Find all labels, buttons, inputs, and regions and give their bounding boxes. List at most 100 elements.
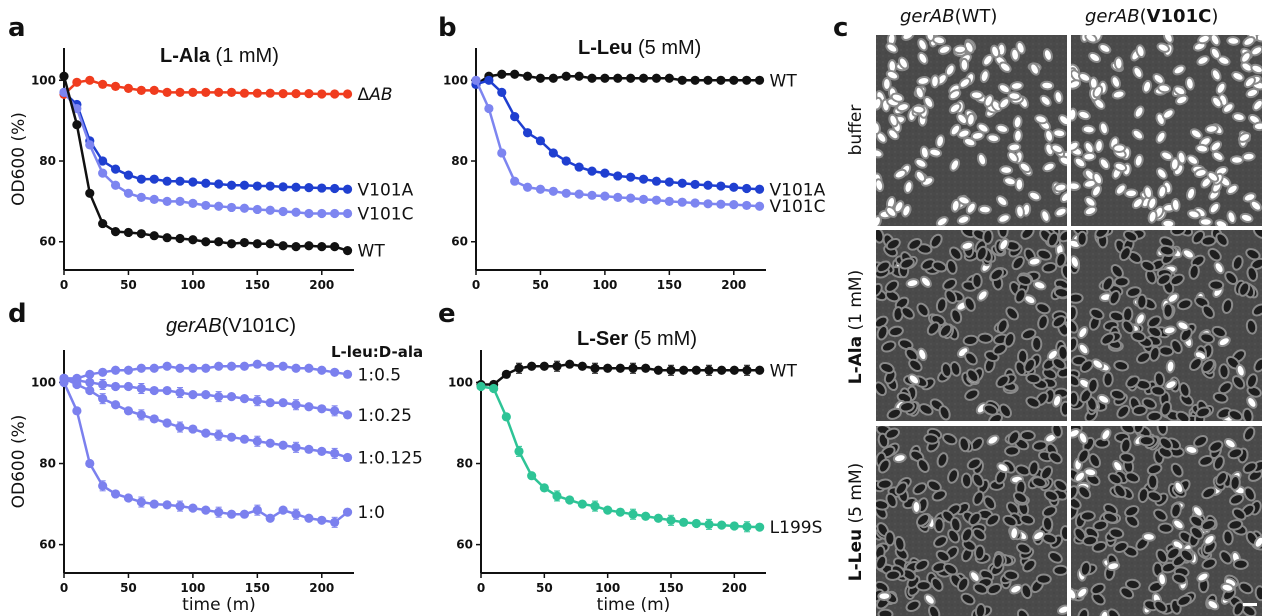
data-point	[717, 520, 727, 530]
germinated-spore	[918, 515, 929, 525]
y-tick-label: 100	[448, 375, 473, 389]
data-point	[239, 88, 250, 98]
dormant-spore	[1174, 520, 1183, 529]
germinated-spore	[970, 513, 980, 525]
germinated-spore	[1124, 231, 1137, 241]
dormant-spore	[1055, 92, 1062, 102]
dormant-spore	[1187, 188, 1195, 199]
data-point	[615, 507, 625, 517]
series-label-1-0-5: 1:0.5	[358, 365, 402, 385]
data-point	[72, 379, 82, 390]
data-point	[214, 507, 224, 517]
dormant-spore	[1164, 35, 1172, 42]
dormant-spore	[887, 197, 895, 208]
germinated-spore	[1229, 449, 1242, 458]
germinated-spore	[1121, 248, 1130, 260]
data-point	[226, 509, 237, 519]
germinated-spore	[1122, 439, 1130, 452]
data-point	[653, 513, 663, 523]
germinated-spore	[1021, 432, 1034, 440]
series-label-wt: WT	[770, 361, 798, 381]
data-point	[214, 361, 224, 371]
dormant-spore	[1071, 81, 1080, 88]
germinated-spore	[1006, 242, 1019, 250]
germinated-spore	[1170, 448, 1183, 456]
data-point	[471, 75, 481, 85]
data-point	[85, 188, 95, 198]
germinated-spore	[878, 326, 887, 339]
germinated-spore	[1253, 305, 1262, 315]
germinated-spore	[1027, 398, 1039, 407]
germinated-spore	[1247, 532, 1257, 544]
data-point	[527, 471, 537, 481]
germinated-spore	[1037, 575, 1050, 583]
dormant-spore	[1145, 187, 1152, 198]
data-point	[201, 363, 211, 373]
dormant-spore	[1115, 163, 1126, 171]
dormant-spore	[1078, 588, 1087, 597]
dormant-spore	[1208, 601, 1218, 609]
germinated-spore	[1124, 308, 1132, 321]
germinated-spore	[1214, 393, 1227, 402]
germinated-spore	[1234, 603, 1243, 615]
germinated-spore	[901, 259, 913, 268]
data-point	[638, 194, 649, 204]
data-point	[626, 193, 636, 203]
germinated-spore	[1081, 512, 1094, 520]
germinated-spore	[952, 518, 960, 531]
data-point	[342, 452, 353, 463]
data-point	[252, 505, 262, 515]
germinated-spore	[1193, 231, 1204, 243]
data-point	[742, 200, 752, 211]
data-point	[291, 207, 301, 217]
data-point	[226, 202, 237, 213]
data-point	[342, 410, 353, 420]
data-point	[330, 241, 340, 252]
germinated-spore	[1148, 492, 1161, 501]
dormant-spore	[1085, 469, 1096, 476]
data-point	[603, 363, 613, 373]
germinated-spore	[1096, 230, 1108, 237]
dormant-spore	[1211, 48, 1220, 58]
germinated-spore	[976, 604, 985, 616]
germinated-spore	[1122, 426, 1134, 433]
germinated-spore	[1127, 516, 1138, 526]
germinated-spore	[1244, 409, 1252, 421]
chart-d: 0 50 100 150 200 60 80 100 OD600 (%) time (m) 1:0.…	[9, 350, 423, 615]
dormant-spore	[1175, 87, 1185, 95]
data-point	[679, 365, 689, 375]
germinated-spore	[933, 563, 946, 571]
germinated-spore	[1247, 320, 1256, 333]
germinated-spore	[907, 601, 919, 611]
dormant-spore	[1071, 257, 1078, 267]
germinated-spore	[1133, 406, 1146, 415]
dormant-spore	[1164, 110, 1173, 118]
dormant-spore	[884, 79, 890, 90]
dormant-spore	[965, 42, 973, 52]
germinated-spore	[1138, 295, 1146, 308]
data-point	[98, 156, 108, 166]
germinated-spore	[1049, 552, 1061, 562]
dormant-spore	[1205, 535, 1214, 544]
data-point	[278, 505, 288, 515]
dormant-spore	[1242, 53, 1250, 62]
germinated-spore	[1071, 294, 1082, 302]
spore-field	[876, 35, 1067, 226]
dormant-spore	[1249, 115, 1259, 124]
germinated-spore	[1223, 300, 1232, 313]
germinated-spore	[1017, 481, 1025, 494]
data-point	[501, 369, 511, 379]
data-point	[522, 182, 533, 192]
germinated-spore	[1004, 516, 1016, 526]
germinated-spore	[1043, 517, 1052, 530]
dormant-spore	[1071, 589, 1076, 599]
dormant-spore	[999, 85, 1009, 93]
dormant-spore	[877, 133, 886, 142]
data-point	[226, 392, 237, 402]
data-point	[497, 69, 507, 79]
germinated-spore	[1071, 487, 1077, 499]
germinated-spore	[973, 474, 983, 486]
dormant-spore	[876, 180, 883, 191]
